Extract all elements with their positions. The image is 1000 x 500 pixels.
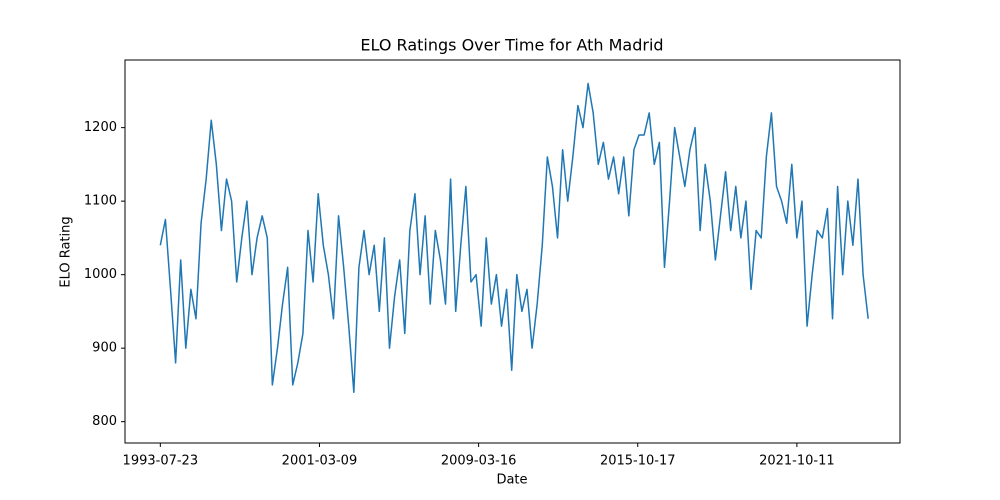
plot-frame	[124, 59, 901, 444]
x-axis-label: Date	[496, 473, 527, 488]
x-tick-label: 1993-07-23	[123, 454, 199, 469]
y-tick-label: 800	[92, 414, 117, 429]
x-tick-label: 2001-03-09	[282, 454, 358, 469]
y-axis-label: ELO Rating	[59, 216, 74, 287]
x-tick-label: 2015-10-17	[600, 454, 676, 469]
chart-title: ELO Ratings Over Time for Ath Madrid	[360, 36, 663, 55]
y-tick-label: 900	[92, 341, 117, 356]
y-tick-label: 1000	[84, 267, 117, 282]
y-tick-label: 1200	[84, 120, 117, 135]
x-tick-label: 2009-03-16	[441, 454, 517, 469]
y-tick-label: 1100	[84, 194, 117, 209]
data-line	[159, 82, 869, 394]
x-tick-label: 2021-10-11	[759, 454, 835, 469]
